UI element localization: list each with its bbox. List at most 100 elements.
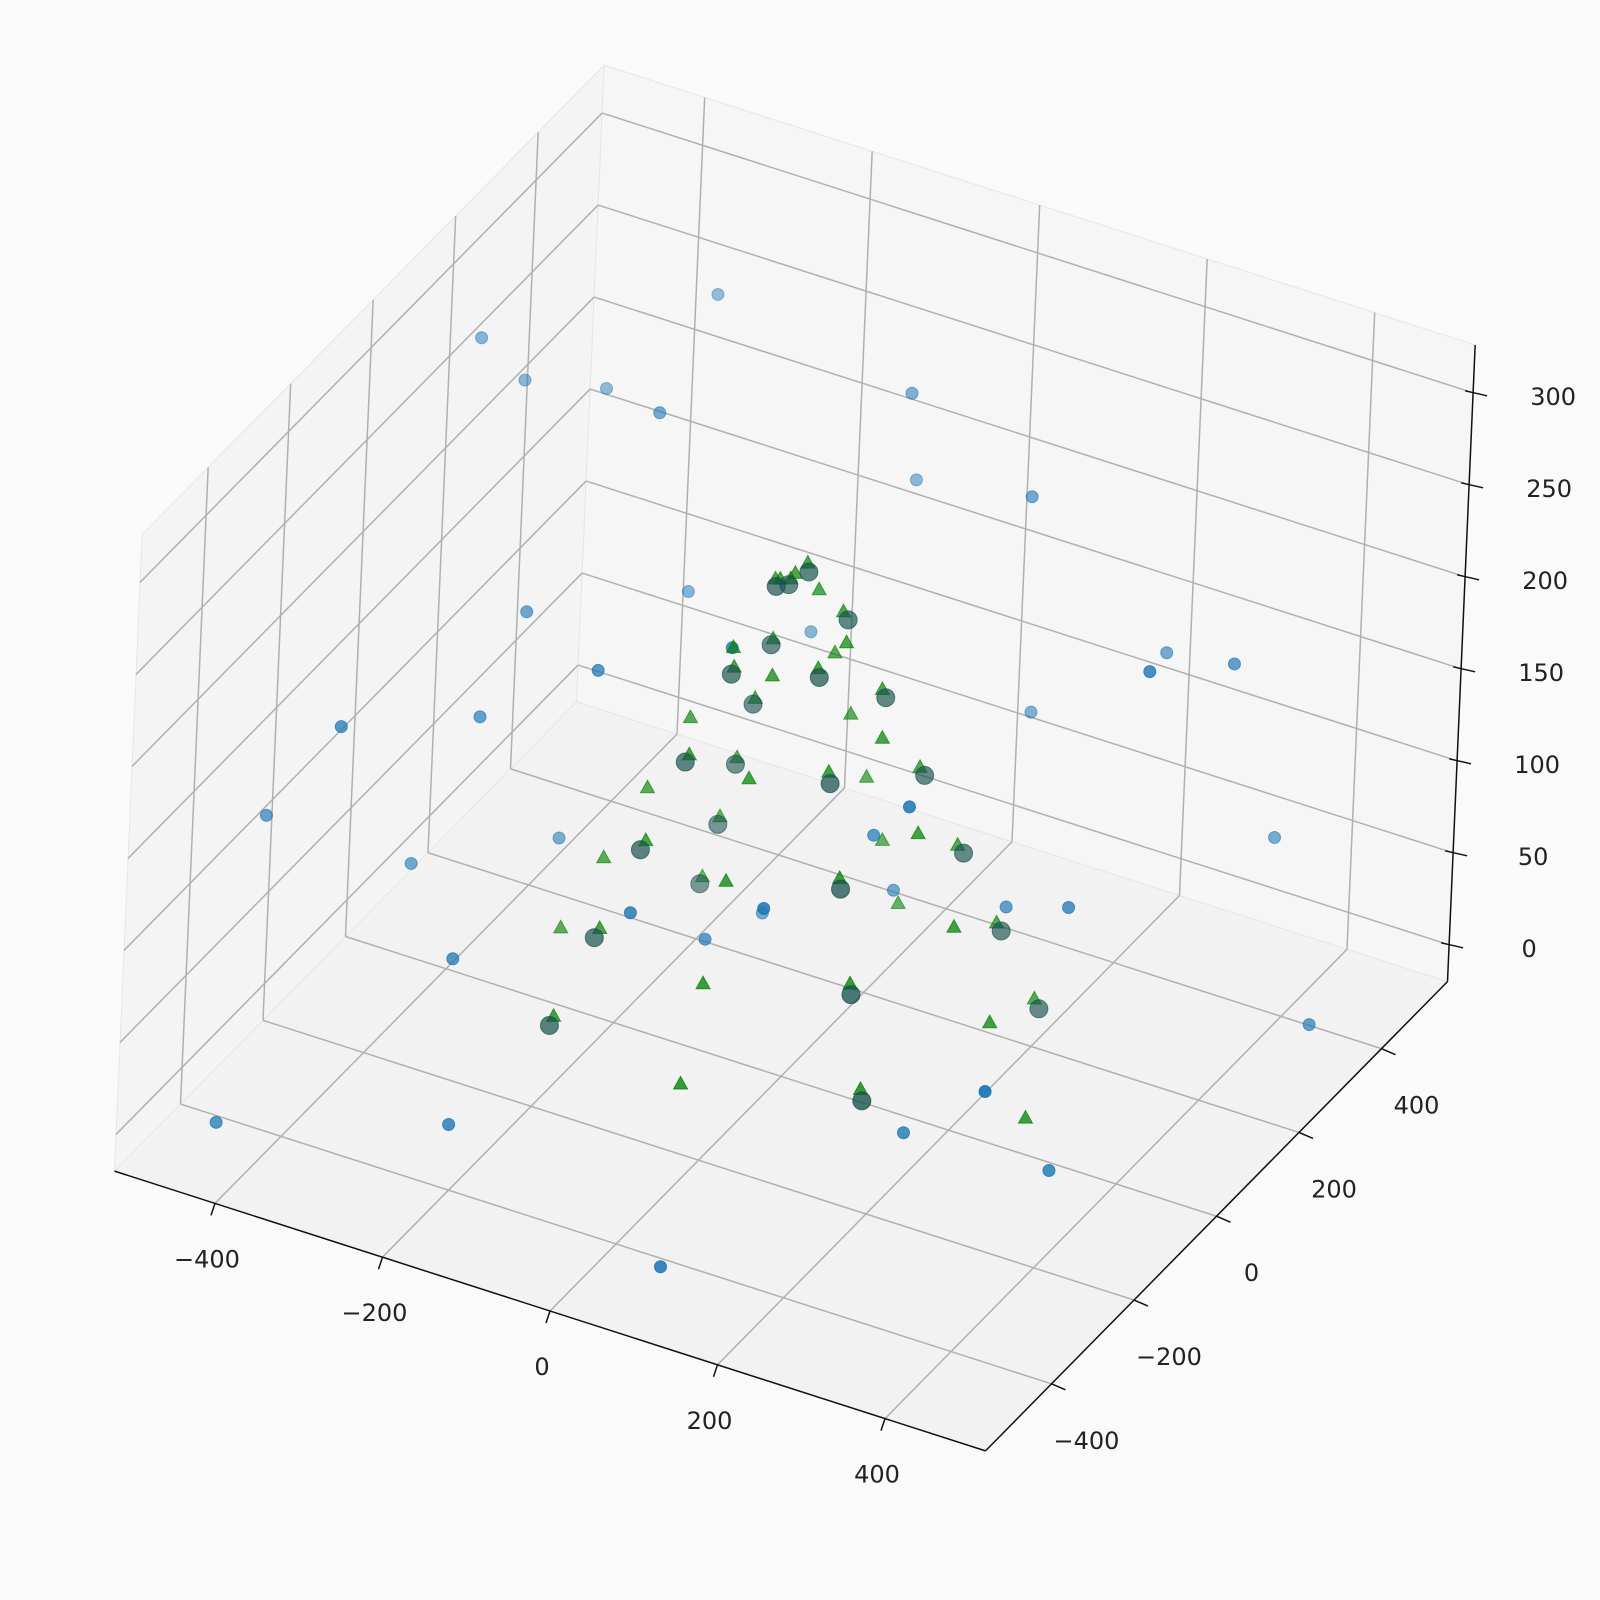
grid-line: [139, 112, 603, 583]
x-tick: [712, 1364, 719, 1378]
triangle-point: [672, 1075, 689, 1090]
triangle-point: [858, 768, 875, 783]
point: [404, 856, 418, 870]
x-tick: [210, 1203, 216, 1216]
grid-line: [345, 935, 1217, 1217]
point: [761, 635, 781, 655]
grid-line: [597, 204, 1470, 486]
grid-line: [180, 1103, 1052, 1385]
point: [708, 814, 728, 834]
point: [897, 1126, 910, 1140]
grid-line: [427, 216, 457, 853]
point: [725, 754, 745, 774]
z-tick: [1452, 666, 1476, 673]
grid-line: [115, 664, 579, 1135]
triangle-point: [552, 919, 569, 934]
point: [799, 562, 819, 582]
grid-line: [577, 664, 1450, 946]
point: [886, 883, 900, 897]
point: [623, 906, 637, 920]
point: [838, 610, 858, 630]
point: [1302, 1018, 1316, 1032]
point: [552, 831, 566, 845]
point: [876, 688, 896, 708]
triangle-point: [874, 831, 891, 846]
point: [1227, 657, 1241, 671]
grid-line: [135, 204, 599, 675]
point: [909, 473, 923, 487]
triangle-point: [741, 770, 757, 785]
grid-line: [509, 132, 539, 769]
grid-line: [131, 296, 595, 767]
point: [766, 576, 786, 596]
triangle-point: [1017, 1109, 1034, 1124]
z-tick-label: 150: [1518, 659, 1564, 687]
y-tick-label: −400: [1054, 1427, 1120, 1455]
grid-line: [427, 851, 1300, 1134]
y-tick-label: 400: [1394, 1092, 1440, 1120]
y-tick: [1216, 1215, 1231, 1223]
point: [1062, 901, 1076, 915]
point: [520, 605, 534, 619]
point: [721, 664, 741, 684]
point: [743, 694, 763, 714]
point: [1025, 490, 1039, 504]
point: [600, 381, 613, 395]
point: [584, 928, 604, 948]
x-tick-label: −400: [174, 1245, 240, 1273]
triangle-point: [981, 1014, 998, 1029]
z-axis: [1446, 344, 1476, 982]
point: [653, 406, 667, 420]
point: [1143, 665, 1157, 679]
x-tick: [545, 1310, 551, 1324]
triangle-point: [890, 894, 907, 909]
z-tick-label: 300: [1530, 383, 1576, 411]
z-tick: [1460, 482, 1484, 489]
point: [1024, 705, 1038, 719]
grid-line: [601, 112, 1474, 394]
point: [999, 900, 1013, 914]
z-tick-label: 250: [1526, 475, 1572, 503]
z-tick: [1456, 574, 1480, 581]
point: [991, 921, 1011, 941]
point: [915, 765, 935, 785]
triangle-point: [682, 709, 699, 724]
point: [675, 752, 695, 772]
point: [591, 663, 605, 677]
grid-line: [262, 383, 292, 1021]
point: [475, 331, 489, 345]
z-tick-label: 200: [1522, 567, 1568, 595]
z-tick-label: 0: [1521, 935, 1536, 963]
point: [473, 710, 487, 724]
x-tick-label: 200: [687, 1407, 733, 1435]
z-tick-label: 100: [1514, 751, 1560, 779]
point: [954, 843, 974, 863]
point: [334, 720, 348, 734]
series: [209, 287, 1316, 1274]
y-tick-label: −200: [1136, 1343, 1202, 1371]
triangle-point: [827, 644, 843, 659]
point: [711, 287, 725, 301]
point: [539, 1015, 559, 1035]
grid-line: [510, 768, 1382, 1050]
triangle-point: [695, 975, 711, 990]
y-tick: [1381, 1047, 1396, 1056]
y-tick: [1133, 1299, 1149, 1307]
triangle-point: [842, 705, 859, 720]
z-tick-label: 50: [1518, 843, 1549, 871]
y-tick: [1298, 1131, 1314, 1140]
grid-line: [585, 480, 1458, 762]
z-tick: [1444, 850, 1468, 857]
point: [518, 373, 532, 387]
point: [841, 985, 861, 1005]
point: [867, 828, 881, 842]
grid-line: [1346, 312, 1376, 950]
series: [539, 562, 1049, 1111]
point: [209, 1115, 223, 1129]
triangle-point: [811, 581, 827, 596]
triangle-point: [725, 638, 742, 653]
grid-line: [262, 1019, 1135, 1301]
point: [905, 386, 919, 400]
